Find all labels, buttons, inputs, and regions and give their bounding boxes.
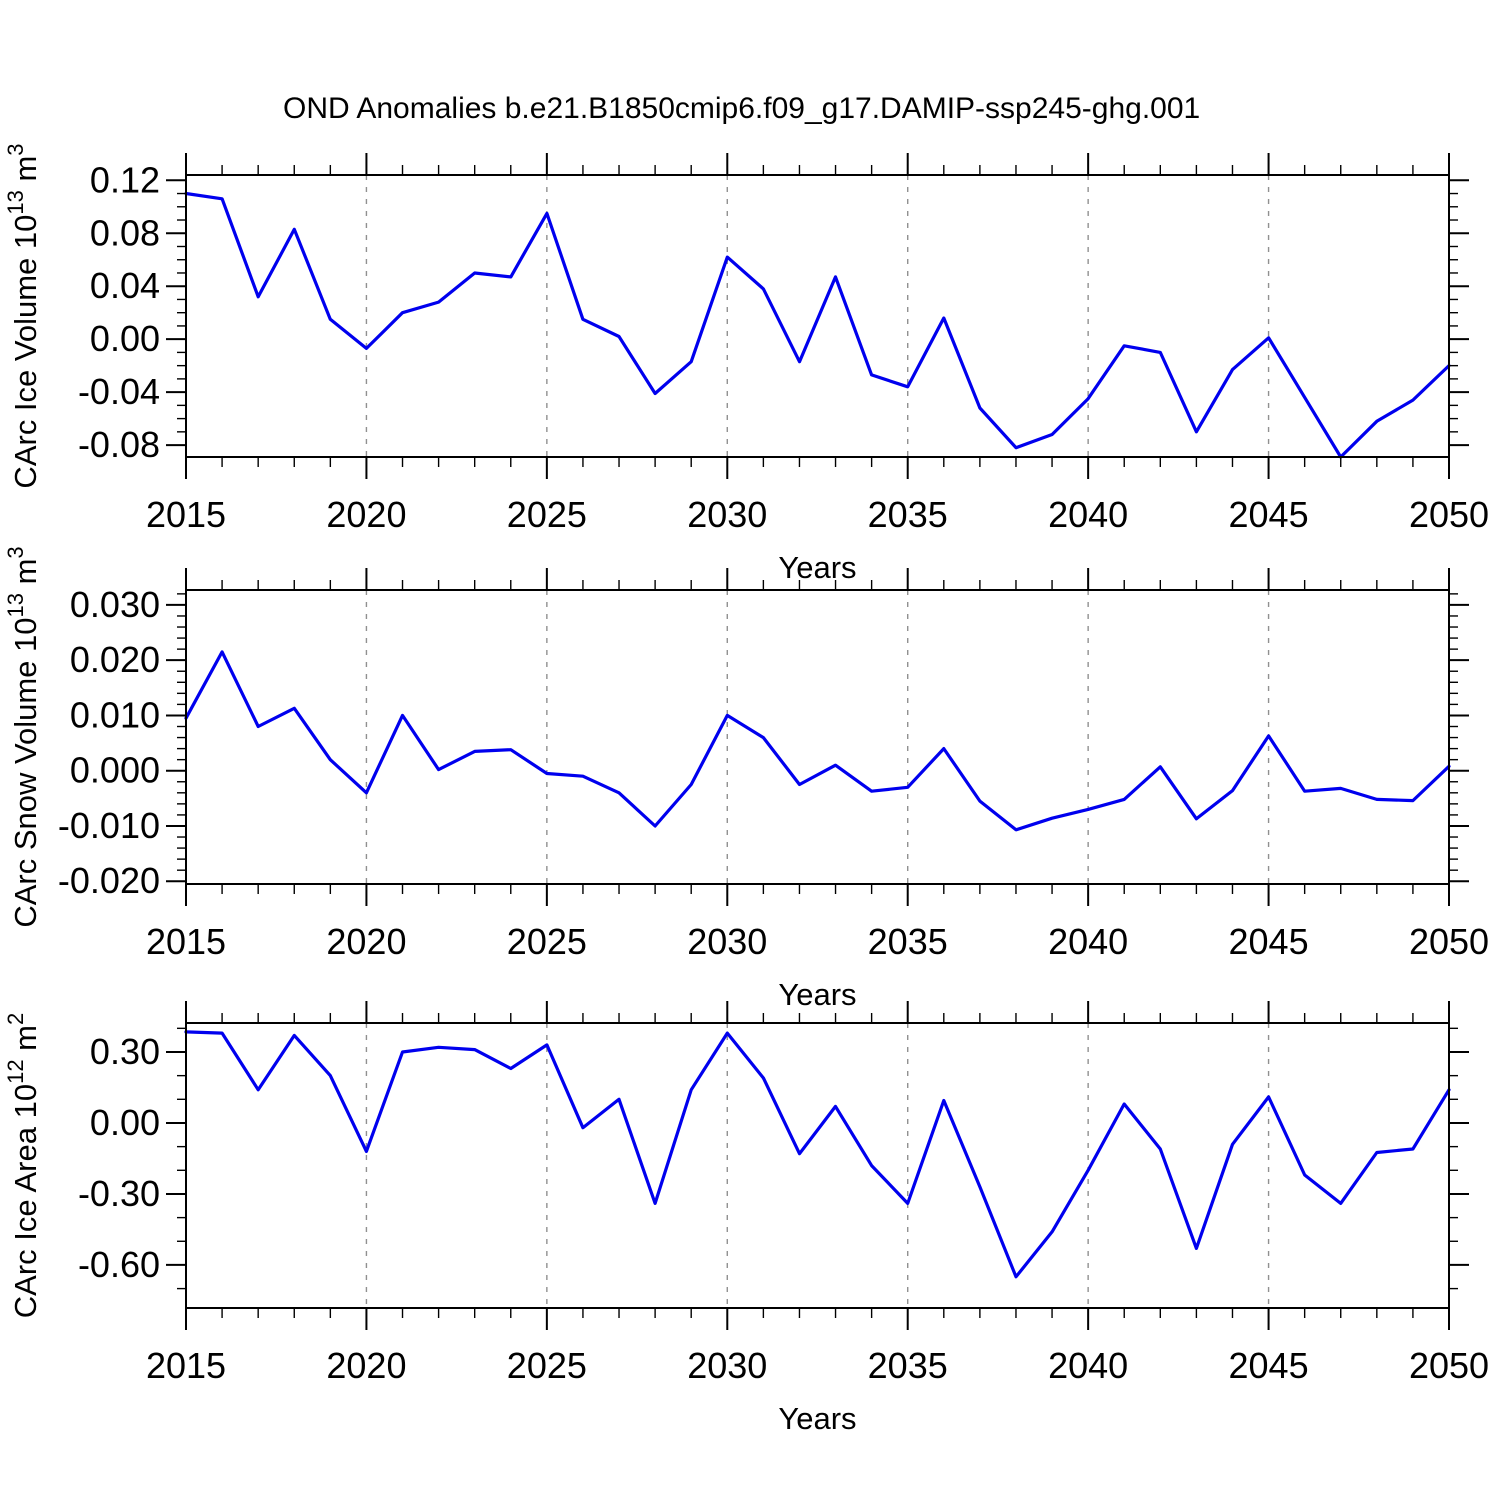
x-tick-label: 2030 [687,1345,767,1386]
x-tick-label: 2040 [1048,921,1128,962]
x-tick-label: 2045 [1229,494,1309,535]
series-line-carc-ice-volume [184,191,1451,459]
series-line-carc-snow-volume [184,650,1451,832]
y-axis-title: CArc Ice Area 1012 m2 [3,1013,43,1319]
series-line-carc-ice-area [184,1030,1451,1279]
y-tick-label: 0.000 [70,750,160,791]
x-tick-label: 2035 [868,921,948,962]
x-tick-label: 2020 [326,494,406,535]
x-tick-label: 2050 [1409,921,1489,962]
plot-frame [185,174,1450,458]
y-tick-label: 0.00 [90,1102,160,1143]
y-tick-label: -0.010 [58,805,160,846]
x-tick-label: 2040 [1048,494,1128,535]
x-tick-label: 2045 [1229,921,1309,962]
y-tick-label: -0.60 [78,1244,160,1285]
x-tick-label: 2040 [1048,1345,1128,1386]
x-tick-label: 2035 [868,1345,948,1386]
x-tick-label: 2015 [146,921,226,962]
panel-carc-snow-volume: 2015 2020 2025 2030 2035 2040 2045 2050 0.030 0.0… [3,546,1489,1012]
y-tick-label: 0.08 [90,212,160,253]
y-axis-title: CArc Ice Volume 1013 m3 [3,143,43,488]
y-tick-label: 0.030 [70,584,160,625]
x-tick-label: 2050 [1409,1345,1489,1386]
x-axis-title: Years [778,977,856,1012]
x-axis-title: Years [778,1401,856,1436]
y-axis-title: CArc Snow Volume 1013 m3 [3,546,43,927]
panel-carc-ice-area: 2015 2020 2025 2030 2035 2040 2045 2050 0.30 0.00… [3,1001,1489,1436]
y-tick-label: 0.12 [90,159,160,200]
y-tick-label: 0.010 [70,694,160,735]
panel-carc-ice-volume: 2015 2020 2025 2030 2035 2040 2045 2050 0.12 0.08… [3,143,1489,585]
x-axis-title: Years [778,550,856,585]
y-tick-label: -0.08 [78,424,160,465]
y-tick-label: 0.020 [70,639,160,680]
y-tick-label: -0.30 [78,1173,160,1214]
y-tick-label: -0.04 [78,371,160,412]
x-tick-label: 2025 [507,1345,587,1386]
x-tick-label: 2025 [507,921,587,962]
x-tick-label: 2050 [1409,494,1489,535]
plot-frame [185,1022,1450,1309]
x-tick-label: 2030 [687,921,767,962]
y-tick-label: 0.04 [90,265,160,306]
y-tick-label: 0.30 [90,1031,160,1072]
y-tick-label: 0.00 [90,318,160,359]
x-tick-label: 2025 [507,494,587,535]
x-tick-label: 2015 [146,1345,226,1386]
figure-title: OND Anomalies b.e21.B1850cmip6.f09_g17.D… [283,92,1201,125]
x-tick-label: 2030 [687,494,767,535]
x-tick-label: 2045 [1229,1345,1309,1386]
plot-frame [185,589,1450,885]
x-tick-label: 2020 [326,921,406,962]
x-tick-label: 2035 [868,494,948,535]
x-tick-label: 2020 [326,1345,406,1386]
x-tick-label: 2015 [146,494,226,535]
y-tick-label: -0.020 [58,860,160,901]
